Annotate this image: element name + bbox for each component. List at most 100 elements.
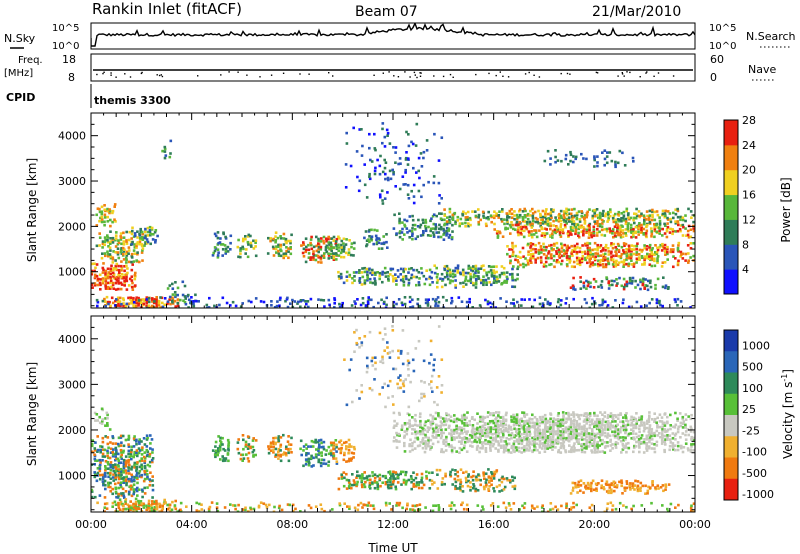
freq-tick-bottom: 8 (68, 71, 75, 84)
velocity-y-tick-3: 4000 (58, 333, 86, 346)
x-tick-1: 04:00 (176, 518, 208, 531)
velocity-colorbar-tick-4: -25 (742, 424, 760, 437)
velocity-region-7 (337, 470, 432, 491)
velocity-region-6 (329, 438, 356, 463)
power-colorbar-swatch-3 (724, 194, 738, 220)
noise-left-tick-bottom: 10^0 (52, 41, 79, 52)
power-colorbar-swatch-5 (724, 144, 738, 171)
power-region-7 (236, 233, 258, 259)
power-colorbar-swatch-4 (724, 169, 738, 196)
velocity-region-13 (93, 407, 112, 431)
velocity-colorbar-swatch-6 (724, 457, 738, 480)
x-tick-2: 08:00 (276, 518, 308, 531)
cpid-label: CPID (6, 91, 35, 104)
power-region-11 (363, 228, 389, 250)
power-colorbar-tick-2: 12 (742, 213, 756, 226)
velocity-colorbar-swatch-4 (724, 415, 738, 437)
power-colorbar-tick-3: 16 (742, 189, 756, 202)
freq-tick-top: 18 (62, 53, 76, 66)
freq-unit: [MHz] (4, 68, 33, 79)
power-region-21 (161, 139, 173, 160)
nave-tick-bottom: 0 (710, 71, 717, 84)
nave-label: Nave (748, 63, 776, 76)
x-tick-5: 20:00 (578, 518, 610, 531)
velocity-y-tick-2: 3000 (58, 378, 86, 391)
beam-title: Beam 07 (355, 4, 418, 20)
velocity-colorbar-swatch-3 (724, 393, 738, 416)
power-y-tick-3: 4000 (58, 130, 86, 143)
power-region-8 (266, 231, 293, 260)
velocity-colorbar-swatch-2 (724, 372, 738, 395)
velocity-region-12 (343, 325, 444, 409)
noise-right-tick-top: 10^5 (709, 23, 736, 34)
power-region-22 (543, 149, 635, 169)
power-colorbar-tick-1: 8 (742, 238, 749, 251)
station-title: Rankin Inlet (fitACF) (92, 0, 242, 18)
power-region-0 (91, 262, 137, 291)
velocity-colorbar-tick-0: 1000 (742, 339, 770, 352)
velocity-colorbar-tick-3: 25 (742, 403, 756, 416)
noise-panel: N.Sky 10^5 10^0 10^5 10^0 N.Search (4, 22, 796, 52)
velocity-region-4 (267, 433, 293, 463)
x-axis-label: Time UT (367, 541, 418, 554)
power-region-10 (329, 235, 356, 260)
power-y-tick-2: 3000 (58, 175, 86, 188)
velocity-colorbar-swatch-7 (724, 478, 738, 501)
velocity-colorbar-tick-6: -500 (742, 467, 767, 480)
noise-left-label: N.Sky (4, 32, 36, 45)
power-region-17 (506, 241, 695, 269)
power-region-3 (103, 295, 180, 308)
velocity-y-tick-1: 2000 (58, 424, 86, 437)
velocity-colorbar-swatch-5 (724, 436, 738, 458)
power-y-tick-1: 2000 (58, 220, 86, 233)
power-region-19 (95, 295, 692, 308)
velocity-colorbar-swatch-0 (724, 330, 738, 352)
power-colorbar-tick-0: 4 (742, 263, 749, 276)
velocity-colorbar-tick-2: 100 (742, 382, 763, 395)
power-colorbar-tick-5: 24 (742, 139, 756, 152)
cpid-value: themis 3300 (94, 94, 171, 107)
frequency-panel: Freq. [MHz] 18 8 60 0 Nave (4, 53, 776, 84)
power-region-2 (128, 225, 159, 246)
power-colorbar-swatch-1 (724, 244, 738, 270)
power-region-6 (211, 231, 233, 259)
noise-right-tick-bottom: 10^0 (709, 41, 736, 52)
power-region-5 (95, 203, 117, 228)
velocity-y-tick-0: 1000 (58, 470, 86, 483)
x-tick-4: 16:00 (478, 518, 510, 531)
power-colorbar-swatch-0 (724, 269, 738, 295)
power-colorbar-label: Power [dB] (779, 177, 793, 242)
power-colorbar-tick-6: 28 (742, 114, 756, 127)
velocity-region-0 (91, 434, 155, 499)
power-region-16 (493, 223, 695, 239)
power-region-15 (443, 207, 695, 228)
velocity-region-9 (430, 468, 517, 493)
power-ylabel: Slant Range [km] (25, 158, 39, 262)
x-tick-6: 00:00 (679, 518, 711, 531)
date-title: 21/Mar/2010 (592, 4, 681, 20)
power-region-12 (337, 266, 432, 287)
velocity-colorbar-label: Velocity [m s-1] (780, 369, 795, 459)
velocity-colorbar-swatch-1 (724, 351, 738, 373)
velocity-region-10 (569, 479, 671, 495)
power-region-20 (344, 122, 444, 205)
velocity-ylabel: Slant Range [km] (25, 362, 39, 466)
velocity-colorbar-tick-1: 500 (742, 361, 763, 374)
nave-tick-top: 60 (710, 53, 724, 66)
power-region-14 (430, 264, 519, 289)
velocity-region-11 (96, 501, 695, 512)
velocity-region-8 (392, 411, 695, 454)
freq-label: Freq. (18, 55, 43, 66)
power-colorbar-swatch-6 (724, 120, 738, 146)
velocity-colorbar-tick-7: -1000 (742, 488, 774, 501)
x-tick-0: 00:00 (75, 518, 107, 531)
velocity-region-2 (211, 435, 231, 463)
velocity-colorbar-tick-5: -100 (742, 446, 767, 459)
power-colorbar-tick-4: 20 (742, 164, 756, 177)
noise-left-tick-top: 10^5 (52, 23, 79, 34)
power-y-tick-0: 1000 (58, 266, 86, 279)
velocity-panel: 1000 2000 3000 4000 00:00 04:00 08:00 12:00 16:0… (25, 315, 795, 554)
noise-right-label: N.Search (746, 30, 796, 43)
power-region-18 (569, 276, 670, 292)
